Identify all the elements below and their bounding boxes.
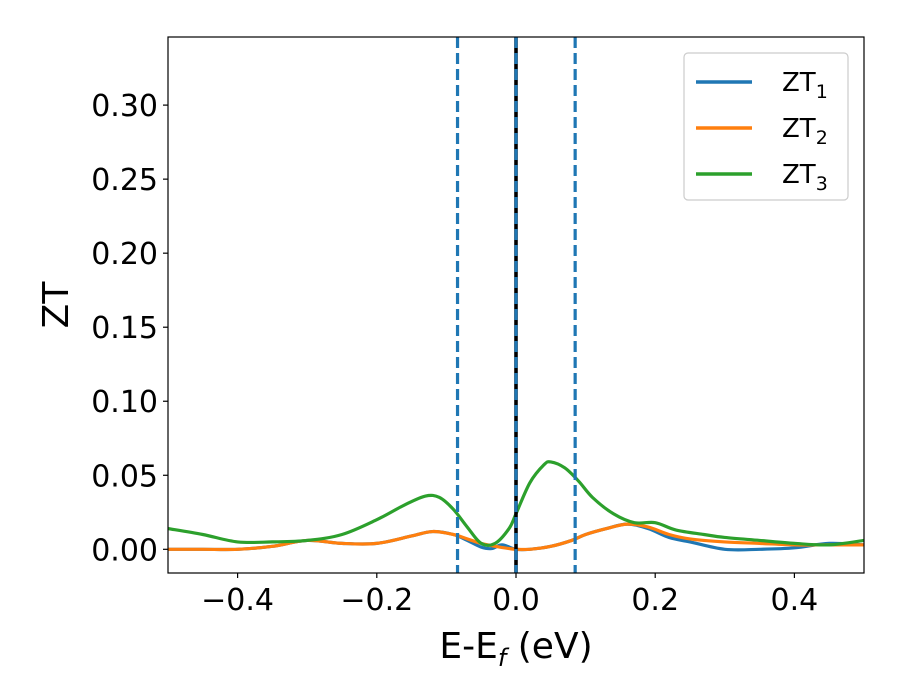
y-tick-label: 0.15 bbox=[91, 311, 158, 346]
legend-label-zt2: ZT2 bbox=[782, 114, 828, 149]
y-tick-label: 0.30 bbox=[91, 89, 158, 124]
legend-label-main: ZT bbox=[782, 160, 816, 190]
x-axis-label-main: E-E bbox=[439, 626, 497, 667]
x-axis-label-unit: (eV) bbox=[506, 626, 592, 667]
legend-label-zt1: ZT1 bbox=[782, 68, 828, 103]
y-axis-label: ZT bbox=[36, 281, 77, 329]
legend-label-sub: 1 bbox=[816, 81, 828, 103]
legend-label-main: ZT bbox=[782, 68, 816, 98]
legend-label-sub: 3 bbox=[816, 173, 828, 195]
y-tick-label: 0.05 bbox=[91, 459, 158, 494]
legend-label-sub: 2 bbox=[816, 127, 828, 149]
series-line-zt3 bbox=[168, 460, 864, 547]
legend-label-main: ZT bbox=[782, 114, 816, 144]
x-tick-label: −0.4 bbox=[201, 583, 274, 618]
x-tick-label: −0.2 bbox=[340, 583, 413, 618]
y-tick-label: 0.20 bbox=[91, 237, 158, 272]
x-tick-label: 0.2 bbox=[631, 583, 679, 618]
y-axis-ticks: 0.00 0.05 0.10 0.15 0.20 0.25 0.30 bbox=[91, 89, 168, 568]
x-axis-ticks: −0.4 −0.2 0.0 0.2 0.4 bbox=[201, 573, 818, 618]
vertical-lines-layer bbox=[455, 37, 577, 573]
legend-frame bbox=[683, 52, 849, 201]
x-tick-label: 0.4 bbox=[771, 583, 819, 618]
legend-label-zt3: ZT3 bbox=[782, 160, 828, 195]
x-tick-label: 0.0 bbox=[492, 583, 540, 618]
y-tick-label: 0.25 bbox=[91, 163, 158, 198]
y-tick-label: 0.10 bbox=[91, 385, 158, 420]
y-tick-label: 0.00 bbox=[91, 533, 158, 568]
x-axis-label: E-Ef (eV) bbox=[439, 626, 592, 672]
